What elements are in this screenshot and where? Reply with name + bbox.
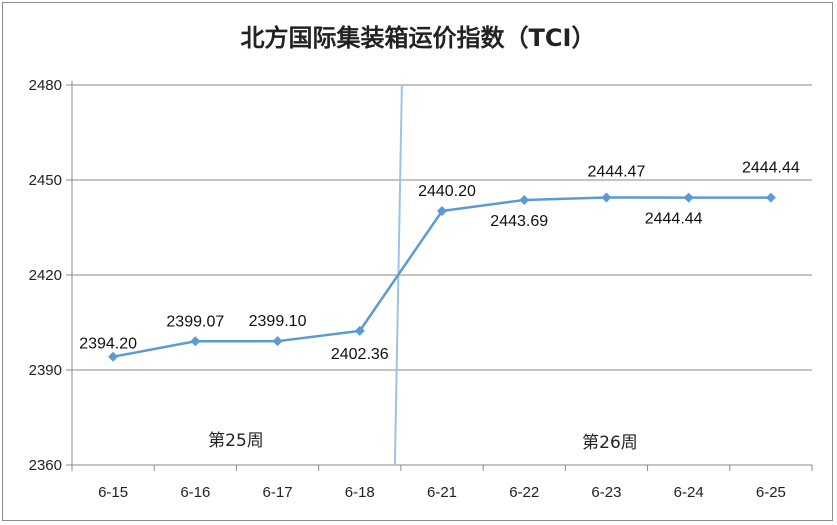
data-point — [354, 325, 365, 336]
data-label: 2440.20 — [418, 183, 476, 200]
y-tick-label: 2390 — [29, 362, 62, 379]
x-tick-label: 6-25 — [756, 484, 786, 501]
data-point — [108, 351, 119, 362]
gridlines — [72, 84, 812, 371]
x-tick-label: 6-18 — [345, 484, 375, 501]
data-point — [437, 206, 447, 217]
y-tick-label: 2420 — [29, 267, 62, 284]
y-tick-label: 2450 — [29, 172, 62, 189]
data-labels: 2394.20 2399.07 2399.10 2402.36 2440.20 2443.… — [79, 160, 800, 363]
chart-title: 北方国际集装箱运价指数（TCI） — [241, 24, 596, 52]
y-axis-ticks: 2360 2390 2420 2450 2480 — [29, 77, 62, 474]
x-tick-label: 6-16 — [180, 484, 210, 501]
y-tick-label: 2360 — [29, 457, 62, 474]
data-point — [683, 192, 694, 203]
axes — [66, 81, 813, 471]
week-annotations: 第25周 第26周 — [208, 431, 638, 453]
x-tick-label: 6-24 — [674, 484, 704, 501]
data-label: 2444.44 — [742, 160, 800, 177]
data-label: 2394.20 — [79, 336, 137, 353]
data-point — [190, 336, 201, 347]
series — [108, 192, 776, 362]
x-axis-ticks: 6-15 6-16 6-17 6-18 6-21 6-22 6-23 6-24 6-25 — [98, 484, 786, 501]
data-label: 2444.47 — [588, 164, 646, 181]
week-25-label: 第25周 — [208, 431, 264, 451]
data-point — [601, 192, 612, 203]
x-tick-label: 6-17 — [263, 484, 293, 501]
data-label: 2402.36 — [331, 346, 389, 363]
y-tick-label: 2480 — [29, 77, 62, 94]
week-26-label: 第26周 — [582, 433, 638, 453]
x-tick-label: 6-23 — [591, 484, 621, 501]
data-label: 2399.07 — [166, 313, 224, 330]
data-point — [765, 192, 776, 203]
x-tick-label: 6-15 — [98, 484, 128, 501]
data-point — [519, 194, 530, 205]
x-tick-label: 6-22 — [509, 484, 539, 501]
x-tick-label: 6-21 — [427, 484, 457, 501]
data-label: 2443.69 — [490, 213, 548, 230]
data-label: 2399.10 — [249, 313, 307, 330]
data-point — [272, 336, 283, 347]
data-label: 2444.44 — [645, 211, 703, 228]
